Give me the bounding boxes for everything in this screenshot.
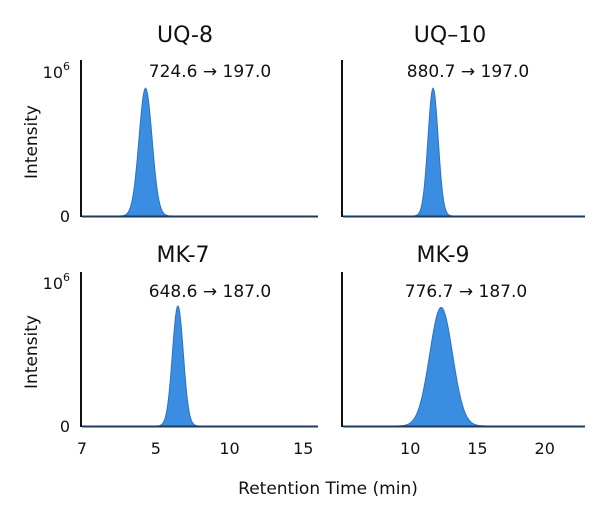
panel-mk9: MK-9 776.7 → 187.0 10 15 20 <box>341 243 585 458</box>
panel-title: UQ-8 <box>157 23 213 48</box>
y-tick-zero: 0 <box>60 207 70 226</box>
x-tick-label: 5 <box>151 439 161 458</box>
x-tick-labels: 7 5 10 15 <box>77 439 314 458</box>
peak-area <box>343 87 585 217</box>
x-tick-label: 10 <box>400 439 420 458</box>
y-axis-label: Intensity <box>22 315 42 389</box>
transition-label: 776.7 → 187.0 <box>405 282 527 302</box>
transition-label: 724.6 → 197.0 <box>149 62 271 82</box>
panel-title: UQ–10 <box>414 23 486 48</box>
x-tick-label: 20 <box>535 439 555 458</box>
x-tick-label: 7 <box>77 439 87 458</box>
y-axis-label: Intensity <box>22 105 42 179</box>
x-axis-label: Retention Time (min) <box>238 479 418 499</box>
y-tick-top: 106 <box>43 271 70 293</box>
panel-mk7: MK-7 648.6 → 187.0 106 0 Intensity 7 5 10 1… <box>22 243 318 458</box>
peak-area <box>343 306 585 427</box>
panel-uq8: UQ-8 724.6 → 197.0 106 0 Intensity <box>22 23 318 226</box>
y-tick-top: 106 <box>43 60 70 82</box>
transition-label: 880.7 → 197.0 <box>407 62 529 82</box>
peak-area <box>82 305 318 427</box>
x-tick-label: 15 <box>293 439 313 458</box>
x-tick-label: 10 <box>219 439 239 458</box>
transition-label: 648.6 → 187.0 <box>149 282 271 302</box>
panel-title: MK-9 <box>416 243 469 268</box>
panel-uq10: UQ–10 880.7 → 197.0 <box>341 23 585 218</box>
x-tick-labels: 10 15 20 <box>400 439 555 458</box>
peak-area <box>82 87 318 217</box>
panel-title: MK-7 <box>156 243 209 268</box>
x-tick-label: 15 <box>467 439 487 458</box>
y-tick-zero: 0 <box>60 417 70 436</box>
